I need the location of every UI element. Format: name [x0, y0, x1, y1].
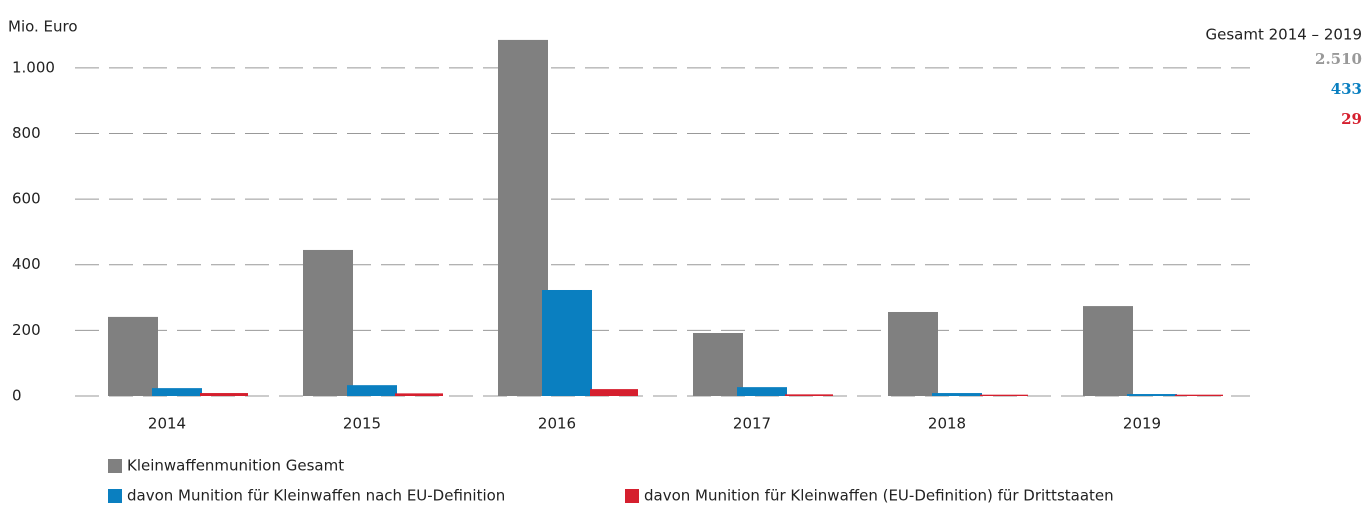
bar	[542, 289, 592, 396]
x-tick-label: 2017	[733, 415, 771, 433]
bar	[1175, 394, 1223, 396]
bar	[200, 393, 248, 396]
legend-label: Kleinwaffenmunition Gesamt	[127, 457, 344, 475]
bar	[932, 393, 982, 396]
x-tick-label: 2015	[343, 415, 381, 433]
total-value: 433	[1331, 80, 1362, 98]
bar	[980, 394, 1028, 396]
x-tick-label: 2014	[148, 415, 186, 433]
y-tick-label: 800	[12, 124, 41, 142]
bar	[395, 393, 443, 396]
bar	[888, 311, 938, 396]
bar	[590, 389, 638, 396]
legend-swatch	[108, 459, 122, 473]
legend-swatch	[625, 489, 639, 503]
bar	[785, 394, 833, 396]
legend-swatch	[108, 489, 122, 503]
x-tick-label: 2018	[928, 415, 966, 433]
total-value: 2.510	[1315, 50, 1362, 68]
legend-label: davon Munition für Kleinwaffen nach EU-D…	[127, 487, 505, 505]
y-tick-label: 200	[12, 321, 41, 339]
bar	[152, 388, 202, 396]
bar	[1083, 306, 1133, 396]
total-value: 29	[1341, 110, 1362, 128]
x-tick-label: 2019	[1123, 415, 1161, 433]
y-tick-label: 400	[12, 255, 41, 273]
bar	[1127, 394, 1177, 396]
legend-label: davon Munition für Kleinwaffen (EU-Defin…	[644, 487, 1114, 505]
bar	[347, 385, 397, 396]
x-tick-label: 2016	[538, 415, 576, 433]
y-tick-label: 1.000	[12, 58, 55, 76]
y-tick-label: 600	[12, 190, 41, 208]
y-axis-label: Mio. Euro	[8, 18, 78, 36]
y-tick-label: 0	[12, 387, 22, 405]
bar	[693, 332, 743, 396]
totals-title: Gesamt 2014 – 2019	[1205, 26, 1362, 44]
bar	[737, 387, 787, 396]
bar	[498, 39, 548, 396]
bar	[108, 316, 158, 396]
bar	[303, 249, 353, 396]
